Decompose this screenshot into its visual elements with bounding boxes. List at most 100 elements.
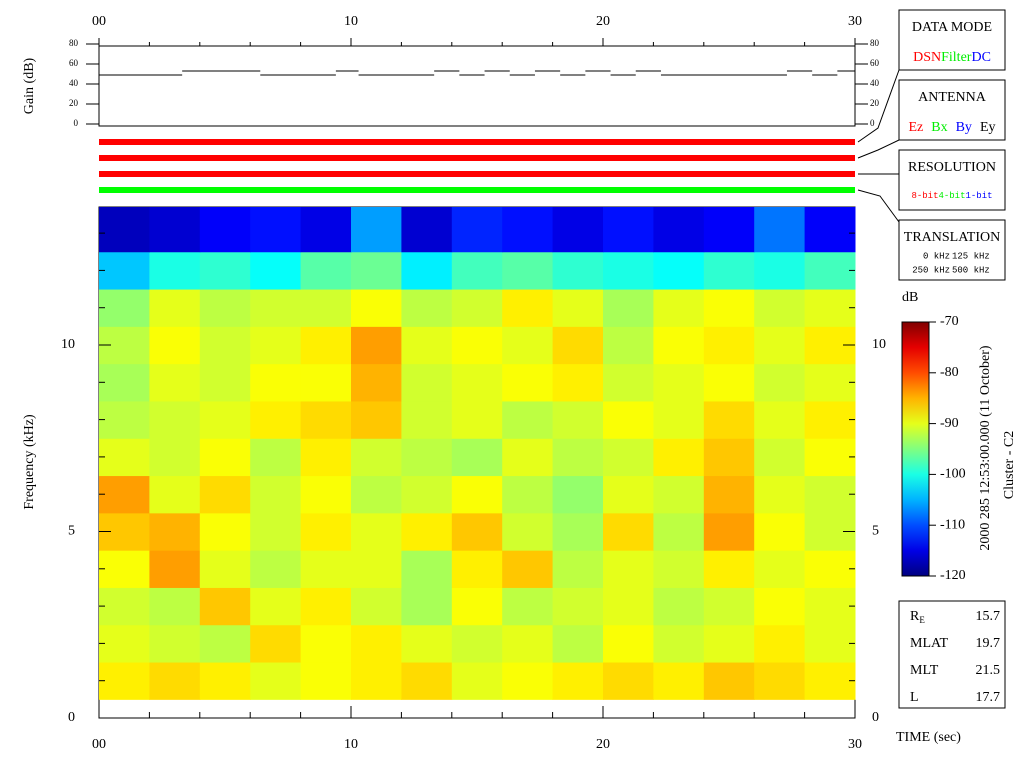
heatmap-cell [149,400,201,439]
heatmap-cell [300,624,352,663]
panel-items: 8-bit4-bit1-bit [911,191,992,201]
heatmap-cell [754,438,806,477]
heatmap-cell [552,475,604,514]
heatmap-cell [754,624,806,663]
heatmap-cell [199,587,251,626]
heatmap-cell [703,207,755,253]
heatmap-cell [451,438,503,477]
heatmap-cell [804,400,856,439]
heatmap-cell [250,400,302,439]
heatmap-cell [754,363,806,402]
heatmap-cell [250,207,302,253]
heatmap-cell [603,438,654,477]
heatmap-cell [199,475,251,514]
heatmap-cell [804,662,856,700]
heatmap-cell [401,475,453,514]
heatmap-cell [653,512,705,551]
x-tick-label: 00 [92,737,106,752]
heatmap-cell [653,624,705,663]
heatmap-cell [502,289,554,327]
heatmap-cell [552,438,604,477]
ephemeris-value: 17.7 [976,690,1001,705]
heatmap-cell [351,587,402,626]
heatmap-cell [99,475,150,514]
heatmap-cell [250,512,302,551]
heatmap-cell [703,624,755,663]
heatmap-cell [502,438,554,477]
colorbar-tick-label: -100 [940,467,966,482]
panel-title: ANTENNA [918,90,987,105]
heatmap-cell [804,251,856,290]
heatmap-cell [351,400,402,439]
legend-panel [898,219,1006,281]
heatmap-cell [754,587,806,626]
heatmap-cell [99,400,150,439]
y-tick-label: 0 [74,118,79,128]
heatmap-cell [451,207,503,253]
y-tick-label: 80 [69,38,79,48]
colorbar-title: dB [902,290,918,305]
y2-tick-label: 60 [870,58,880,68]
heatmap-cell [99,662,150,700]
heatmap-cell [149,326,201,365]
y2-tick-label: 0 [872,710,879,725]
heatmap-cell [99,289,150,327]
annotation: Cluster - C2 [1002,431,1017,499]
ephemeris-label: MLT [910,663,939,678]
heatmap-cell [199,363,251,402]
heatmap-cell [703,550,755,588]
heatmap-cell [199,624,251,663]
x-tick-label: 20 [596,737,610,752]
colorbar-tick-label: -120 [940,568,966,583]
heatmap-cell [653,587,705,626]
heatmap-cell [199,251,251,290]
heatmap-cell [552,363,604,402]
heatmap-cell [250,251,302,290]
heatmap-cell [250,289,302,327]
heatmap-cell [502,251,554,290]
heatmap-cell [250,587,302,626]
y-tick-label: 60 [69,58,79,68]
heatmap-cell [603,326,654,365]
legend-panel [898,79,1006,141]
heatmap-cell [804,587,856,626]
panel-item: By [956,120,972,135]
heatmap-cell [603,475,654,514]
ephemeris-label-text: MLT [910,663,939,678]
heatmap-cell [754,662,806,700]
arrows [857,69,900,223]
heatmap-cell [754,550,806,588]
heatmap-cell [300,475,352,514]
colorbar-tick-label: -90 [940,416,959,431]
heatmap-cell [351,207,402,253]
status-bar [99,155,855,161]
heatmap-cell [149,662,201,700]
heatmap-cell [351,662,402,700]
heatmap-cell [653,475,705,514]
heatmap-cell [401,326,453,365]
panel-item: 250 kHz [912,265,950,275]
heatmap-cell [149,438,201,477]
heatmap-cell [401,400,453,439]
heatmap-cell [199,326,251,365]
panel-item: DSN [913,50,941,65]
panel-item: 1-bit [966,191,993,201]
ephemeris-label: RE [910,609,925,625]
heatmap-cell [199,550,251,588]
ephemeris-box [898,600,1006,709]
heatmap-cell [653,438,705,477]
heatmap-cell [401,662,453,700]
heatmap-cell [552,400,604,439]
heatmap-cell [653,251,705,290]
heatmap-cell [451,550,503,588]
heatmap-cell [804,624,856,663]
heatmap-cell [754,475,806,514]
heatmap-cell [250,624,302,663]
heatmap-cell [199,512,251,551]
status-bar [99,139,855,145]
y2-tick-label: 10 [872,337,886,352]
heatmap-cell [99,624,150,663]
heatmap-cell [351,326,402,365]
